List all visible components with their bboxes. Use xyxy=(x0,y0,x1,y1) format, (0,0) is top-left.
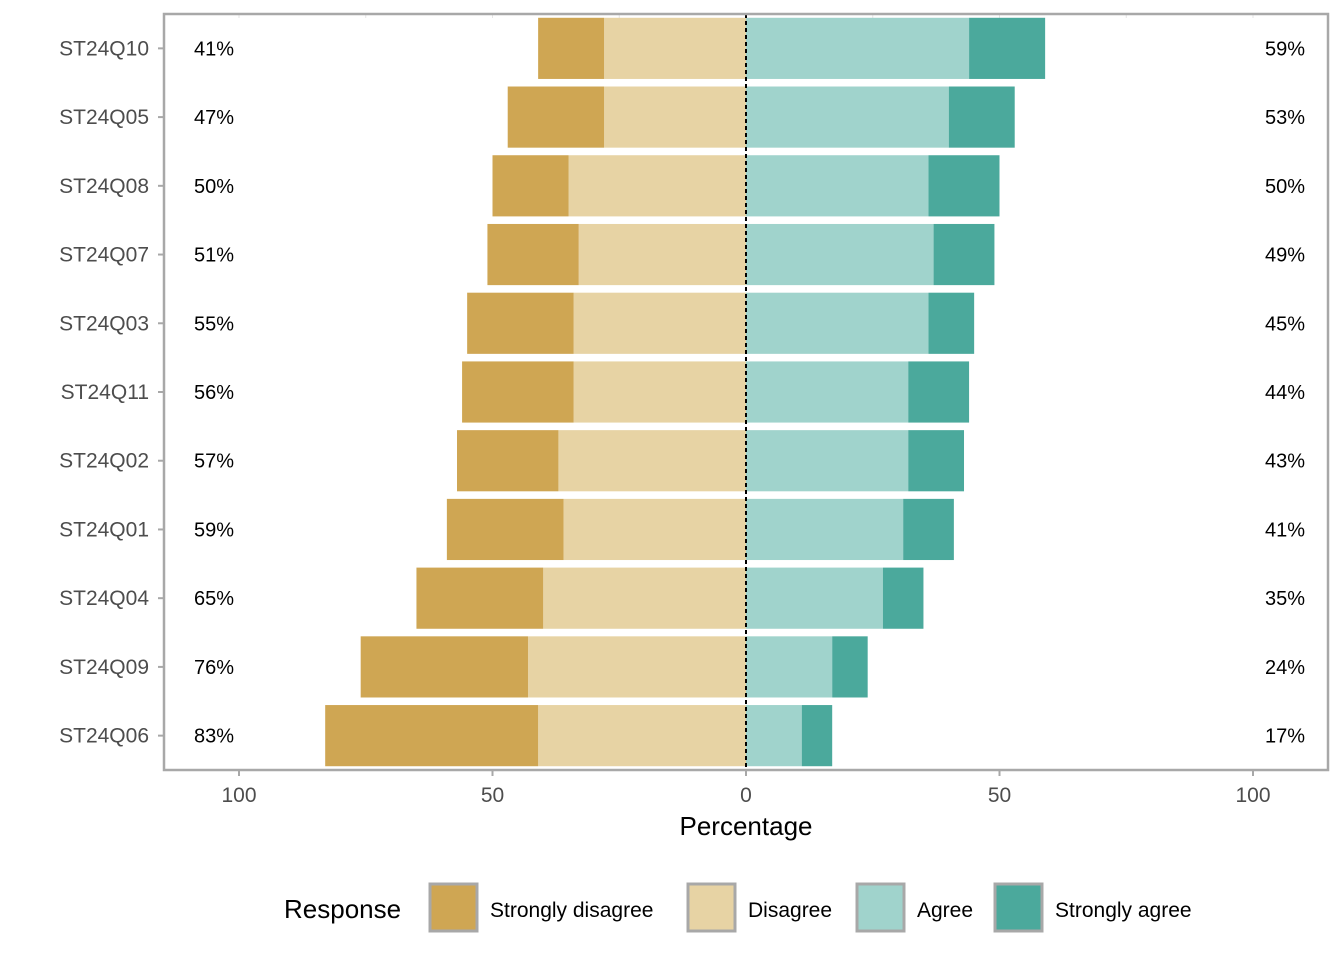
category-label: ST24Q02 xyxy=(59,450,149,473)
x-tick-label: 50 xyxy=(481,784,504,807)
legend-label: Agree xyxy=(917,899,973,922)
bar-agree xyxy=(746,430,909,492)
right-percent-label: 24% xyxy=(1265,657,1305,679)
left-percent-label: 83% xyxy=(194,726,234,748)
bar-agree xyxy=(746,155,929,217)
left-percent-label: 55% xyxy=(194,313,234,335)
bar-agree xyxy=(746,292,929,354)
bar-strongly-agree xyxy=(928,155,1000,217)
bar-strongly-agree xyxy=(969,17,1046,79)
bar-strongly-disagree xyxy=(462,361,574,423)
bar-agree xyxy=(746,636,833,698)
right-percent-label: 45% xyxy=(1265,313,1305,335)
left-percent-label: 56% xyxy=(194,382,234,404)
legend-label: Strongly agree xyxy=(1055,899,1192,922)
legend-label: Disagree xyxy=(748,899,832,922)
right-percent-label: 43% xyxy=(1265,451,1305,473)
left-percent-label: 47% xyxy=(194,107,234,129)
bar-disagree xyxy=(543,567,746,629)
left-percent-label: 59% xyxy=(194,519,234,541)
category-labels: ST24Q10 ST24Q05 ST24Q08 ST24Q07 ST24Q03 ST24Q… xyxy=(59,37,164,748)
category-label: ST24Q05 xyxy=(59,106,149,129)
right-percent-label: 41% xyxy=(1265,519,1305,541)
bar-disagree xyxy=(573,361,746,423)
legend-title: Response xyxy=(284,894,401,924)
left-percent-label: 65% xyxy=(194,588,234,610)
left-percent-label: 41% xyxy=(194,38,234,60)
legend-key-agree xyxy=(855,882,906,933)
bar-strongly-disagree xyxy=(467,292,574,354)
category-label: ST24Q03 xyxy=(59,312,149,335)
x-axis-title: Percentage xyxy=(680,811,813,841)
bar-disagree xyxy=(604,86,746,148)
right-percent-label: 44% xyxy=(1265,382,1305,404)
bar-strongly-disagree xyxy=(487,223,579,286)
bar-strongly-disagree xyxy=(457,430,559,492)
bar-agree xyxy=(746,498,904,561)
right-percent-label: 50% xyxy=(1265,176,1305,198)
bar-strongly-disagree xyxy=(538,17,605,79)
left-percent-label: 57% xyxy=(194,451,234,473)
bar-disagree xyxy=(558,430,746,492)
category-label: ST24Q11 xyxy=(61,381,149,404)
bar-disagree xyxy=(573,292,746,354)
legend-label: Strongly disagree xyxy=(490,899,653,922)
category-label: ST24Q06 xyxy=(59,725,149,748)
bar-strongly-agree xyxy=(801,705,833,767)
bar-agree xyxy=(746,567,883,629)
x-axis: 100 50 0 50 100 xyxy=(221,770,1271,807)
bar-strongly-disagree xyxy=(446,498,564,561)
percentage-labels: 41% 47% 50% 51% 55% 56% 57% 59% 65% 76% 83% 59% 53% 5… xyxy=(194,38,1305,747)
legend-key-strongly-disagree xyxy=(428,882,479,933)
x-tick-label: 50 xyxy=(988,784,1011,807)
bar-agree xyxy=(746,17,970,79)
bar-disagree xyxy=(604,17,746,79)
bar-disagree xyxy=(538,705,746,767)
bar-strongly-agree xyxy=(903,498,954,561)
bar-strongly-agree xyxy=(928,292,975,354)
bar-strongly-disagree xyxy=(325,705,539,767)
legend-key-strongly-agree xyxy=(993,882,1044,933)
bar-agree xyxy=(746,223,934,286)
right-percent-label: 53% xyxy=(1265,107,1305,129)
bar-disagree xyxy=(578,223,746,286)
right-percent-label: 35% xyxy=(1265,588,1305,610)
right-percent-label: 17% xyxy=(1265,726,1305,748)
category-label: ST24Q01 xyxy=(59,518,149,541)
category-label: ST24Q08 xyxy=(59,175,149,198)
x-tick-label: 100 xyxy=(1235,784,1270,807)
x-tick-label: 100 xyxy=(221,784,256,807)
left-percent-label: 76% xyxy=(194,657,234,679)
bar-agree xyxy=(746,86,949,148)
bar-strongly-disagree xyxy=(507,86,605,148)
right-percent-label: 49% xyxy=(1265,245,1305,267)
left-percent-label: 50% xyxy=(194,176,234,198)
category-label: ST24Q07 xyxy=(59,244,149,267)
bar-strongly-agree xyxy=(933,223,995,286)
bar-strongly-agree xyxy=(832,636,868,698)
bar-agree xyxy=(746,705,802,767)
legend-key-disagree xyxy=(686,882,737,933)
legend: Response Strongly disagree Disagree Agree St… xyxy=(284,882,1192,933)
category-label: ST24Q10 xyxy=(59,37,149,60)
bar-disagree xyxy=(563,498,746,561)
bar-strongly-agree xyxy=(908,361,970,423)
right-percent-label: 59% xyxy=(1265,38,1305,60)
bar-strongly-agree xyxy=(882,567,924,629)
bar-strongly-disagree xyxy=(360,636,528,698)
bar-strongly-disagree xyxy=(492,155,569,217)
bar-disagree xyxy=(527,636,746,698)
left-percent-label: 51% xyxy=(194,245,234,267)
bar-agree xyxy=(746,361,909,423)
bar-strongly-disagree xyxy=(416,567,544,629)
bar-strongly-agree xyxy=(908,430,965,492)
bar-disagree xyxy=(568,155,746,217)
bar-strongly-agree xyxy=(948,86,1015,148)
bars xyxy=(325,17,1046,767)
x-tick-label: 0 xyxy=(740,784,752,807)
category-label: ST24Q04 xyxy=(59,587,149,610)
category-label: ST24Q09 xyxy=(59,656,149,679)
